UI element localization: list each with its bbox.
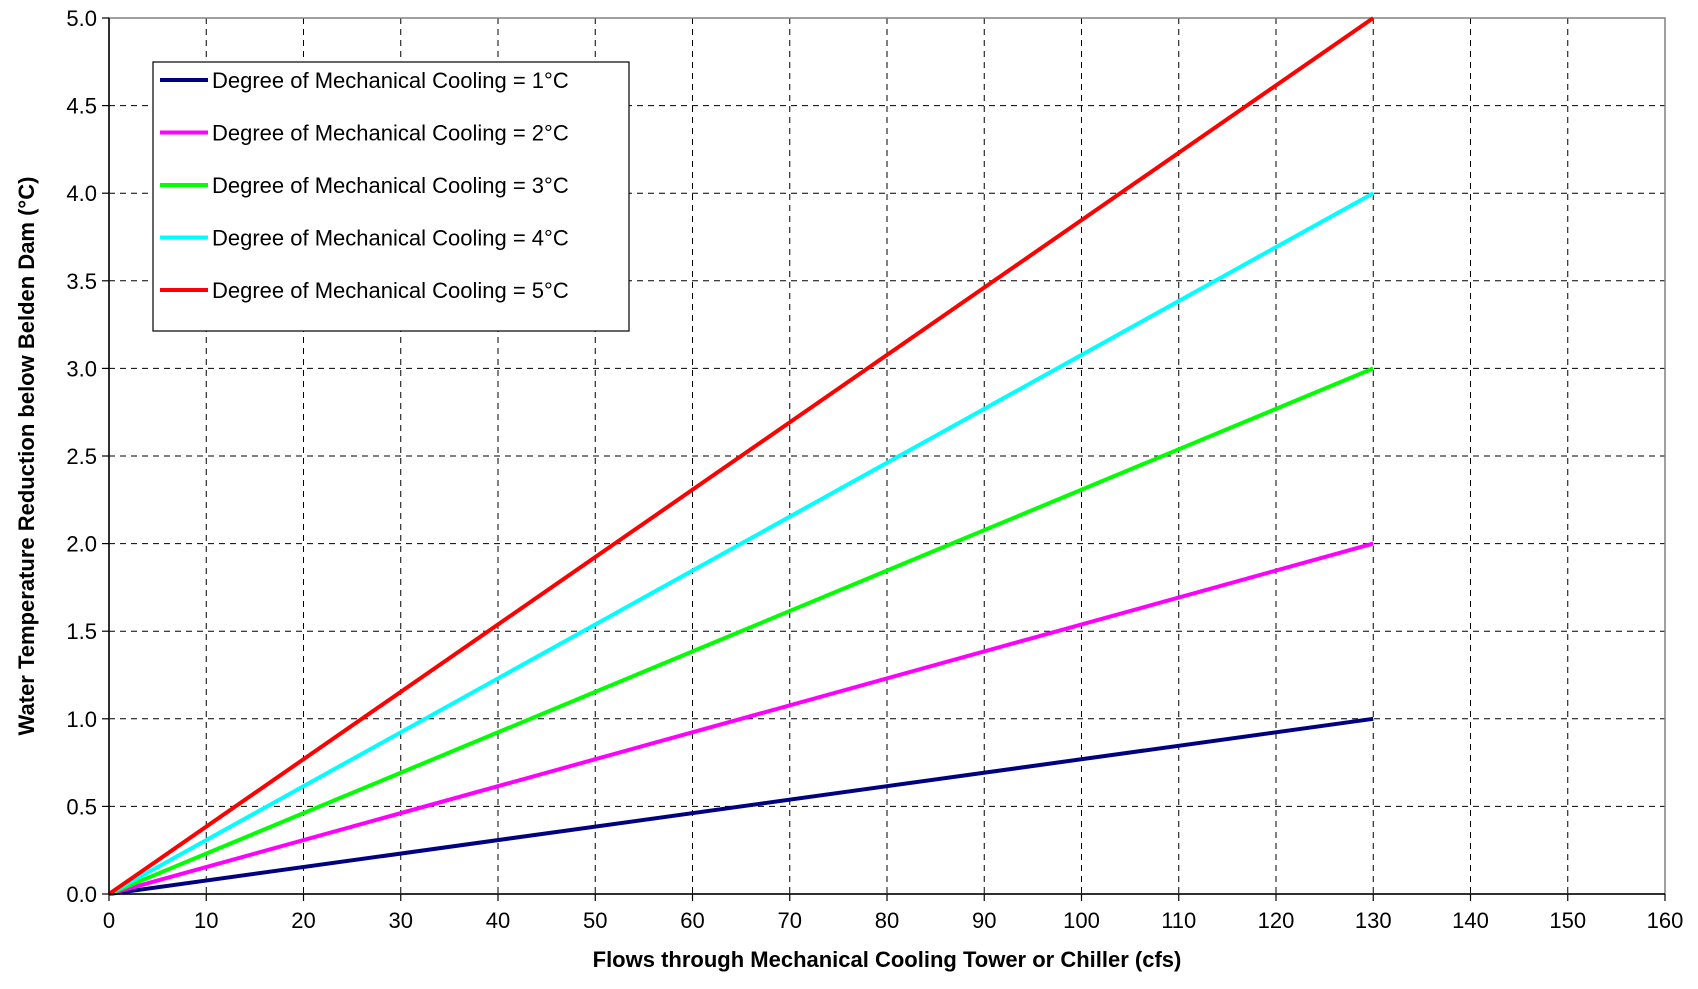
x-tick-label: 60	[680, 908, 704, 933]
y-tick-label: 4.0	[66, 181, 97, 206]
x-tick-label: 80	[875, 908, 899, 933]
series-line-3	[108, 366, 1375, 896]
x-tick-label: 50	[583, 908, 607, 933]
y-tick-label: 5.0	[66, 6, 97, 31]
y-tick-label: 4.5	[66, 94, 97, 119]
y-tick-label: 3.0	[66, 356, 97, 381]
x-tick-label: 0	[103, 908, 115, 933]
x-tick-label: 90	[972, 908, 996, 933]
y-tick-label: 2.0	[66, 532, 97, 557]
y-tick-label: 1.5	[66, 619, 97, 644]
x-tick-label: 140	[1452, 908, 1489, 933]
legend-label-1: Degree of Mechanical Cooling = 1°C	[212, 68, 569, 93]
legend-label-2: Degree of Mechanical Cooling = 2°C	[212, 121, 569, 146]
y-tick-label: 0.5	[66, 794, 97, 819]
x-tick-label: 130	[1355, 908, 1392, 933]
y-tick-label: 1.0	[66, 707, 97, 732]
y-tick-label: 2.5	[66, 444, 97, 469]
legend-box	[152, 61, 630, 332]
x-tick-label: 30	[389, 908, 413, 933]
x-tick-label: 150	[1549, 908, 1586, 933]
x-tick-label: 70	[778, 908, 802, 933]
series-line-5	[107, 16, 1375, 896]
x-tick-label: 10	[194, 908, 218, 933]
legend-label-4: Degree of Mechanical Cooling = 4°C	[212, 226, 569, 251]
x-tick-label: 100	[1063, 908, 1100, 933]
series-line-1	[108, 716, 1374, 896]
series-line-4	[108, 191, 1375, 896]
x-tick-label: 20	[291, 908, 315, 933]
x-axis-title: Flows through Mechanical Cooling Tower o…	[593, 947, 1182, 972]
x-tick-label: 160	[1647, 908, 1684, 933]
y-tick-label: 0.0	[66, 882, 97, 907]
series-layer	[107, 16, 1375, 896]
legend-label-5: Degree of Mechanical Cooling = 5°C	[212, 278, 569, 303]
y-tick-label: 3.5	[66, 269, 97, 294]
x-tick-label: 40	[486, 908, 510, 933]
legend: Degree of Mechanical Cooling = 1°C Degree…	[152, 61, 630, 332]
legend-label-3: Degree of Mechanical Cooling = 3°C	[212, 173, 569, 198]
y-axis-title: Water Temperature Reduction below Belden…	[14, 177, 39, 736]
series-line-2	[108, 541, 1374, 896]
x-tick-label: 120	[1258, 908, 1295, 933]
x-tick-label: 110	[1161, 908, 1196, 933]
tick-labels: 0 10 20 30 40 50 60 70 80 90 100 110 120 130 140 150 160…	[66, 6, 1683, 933]
